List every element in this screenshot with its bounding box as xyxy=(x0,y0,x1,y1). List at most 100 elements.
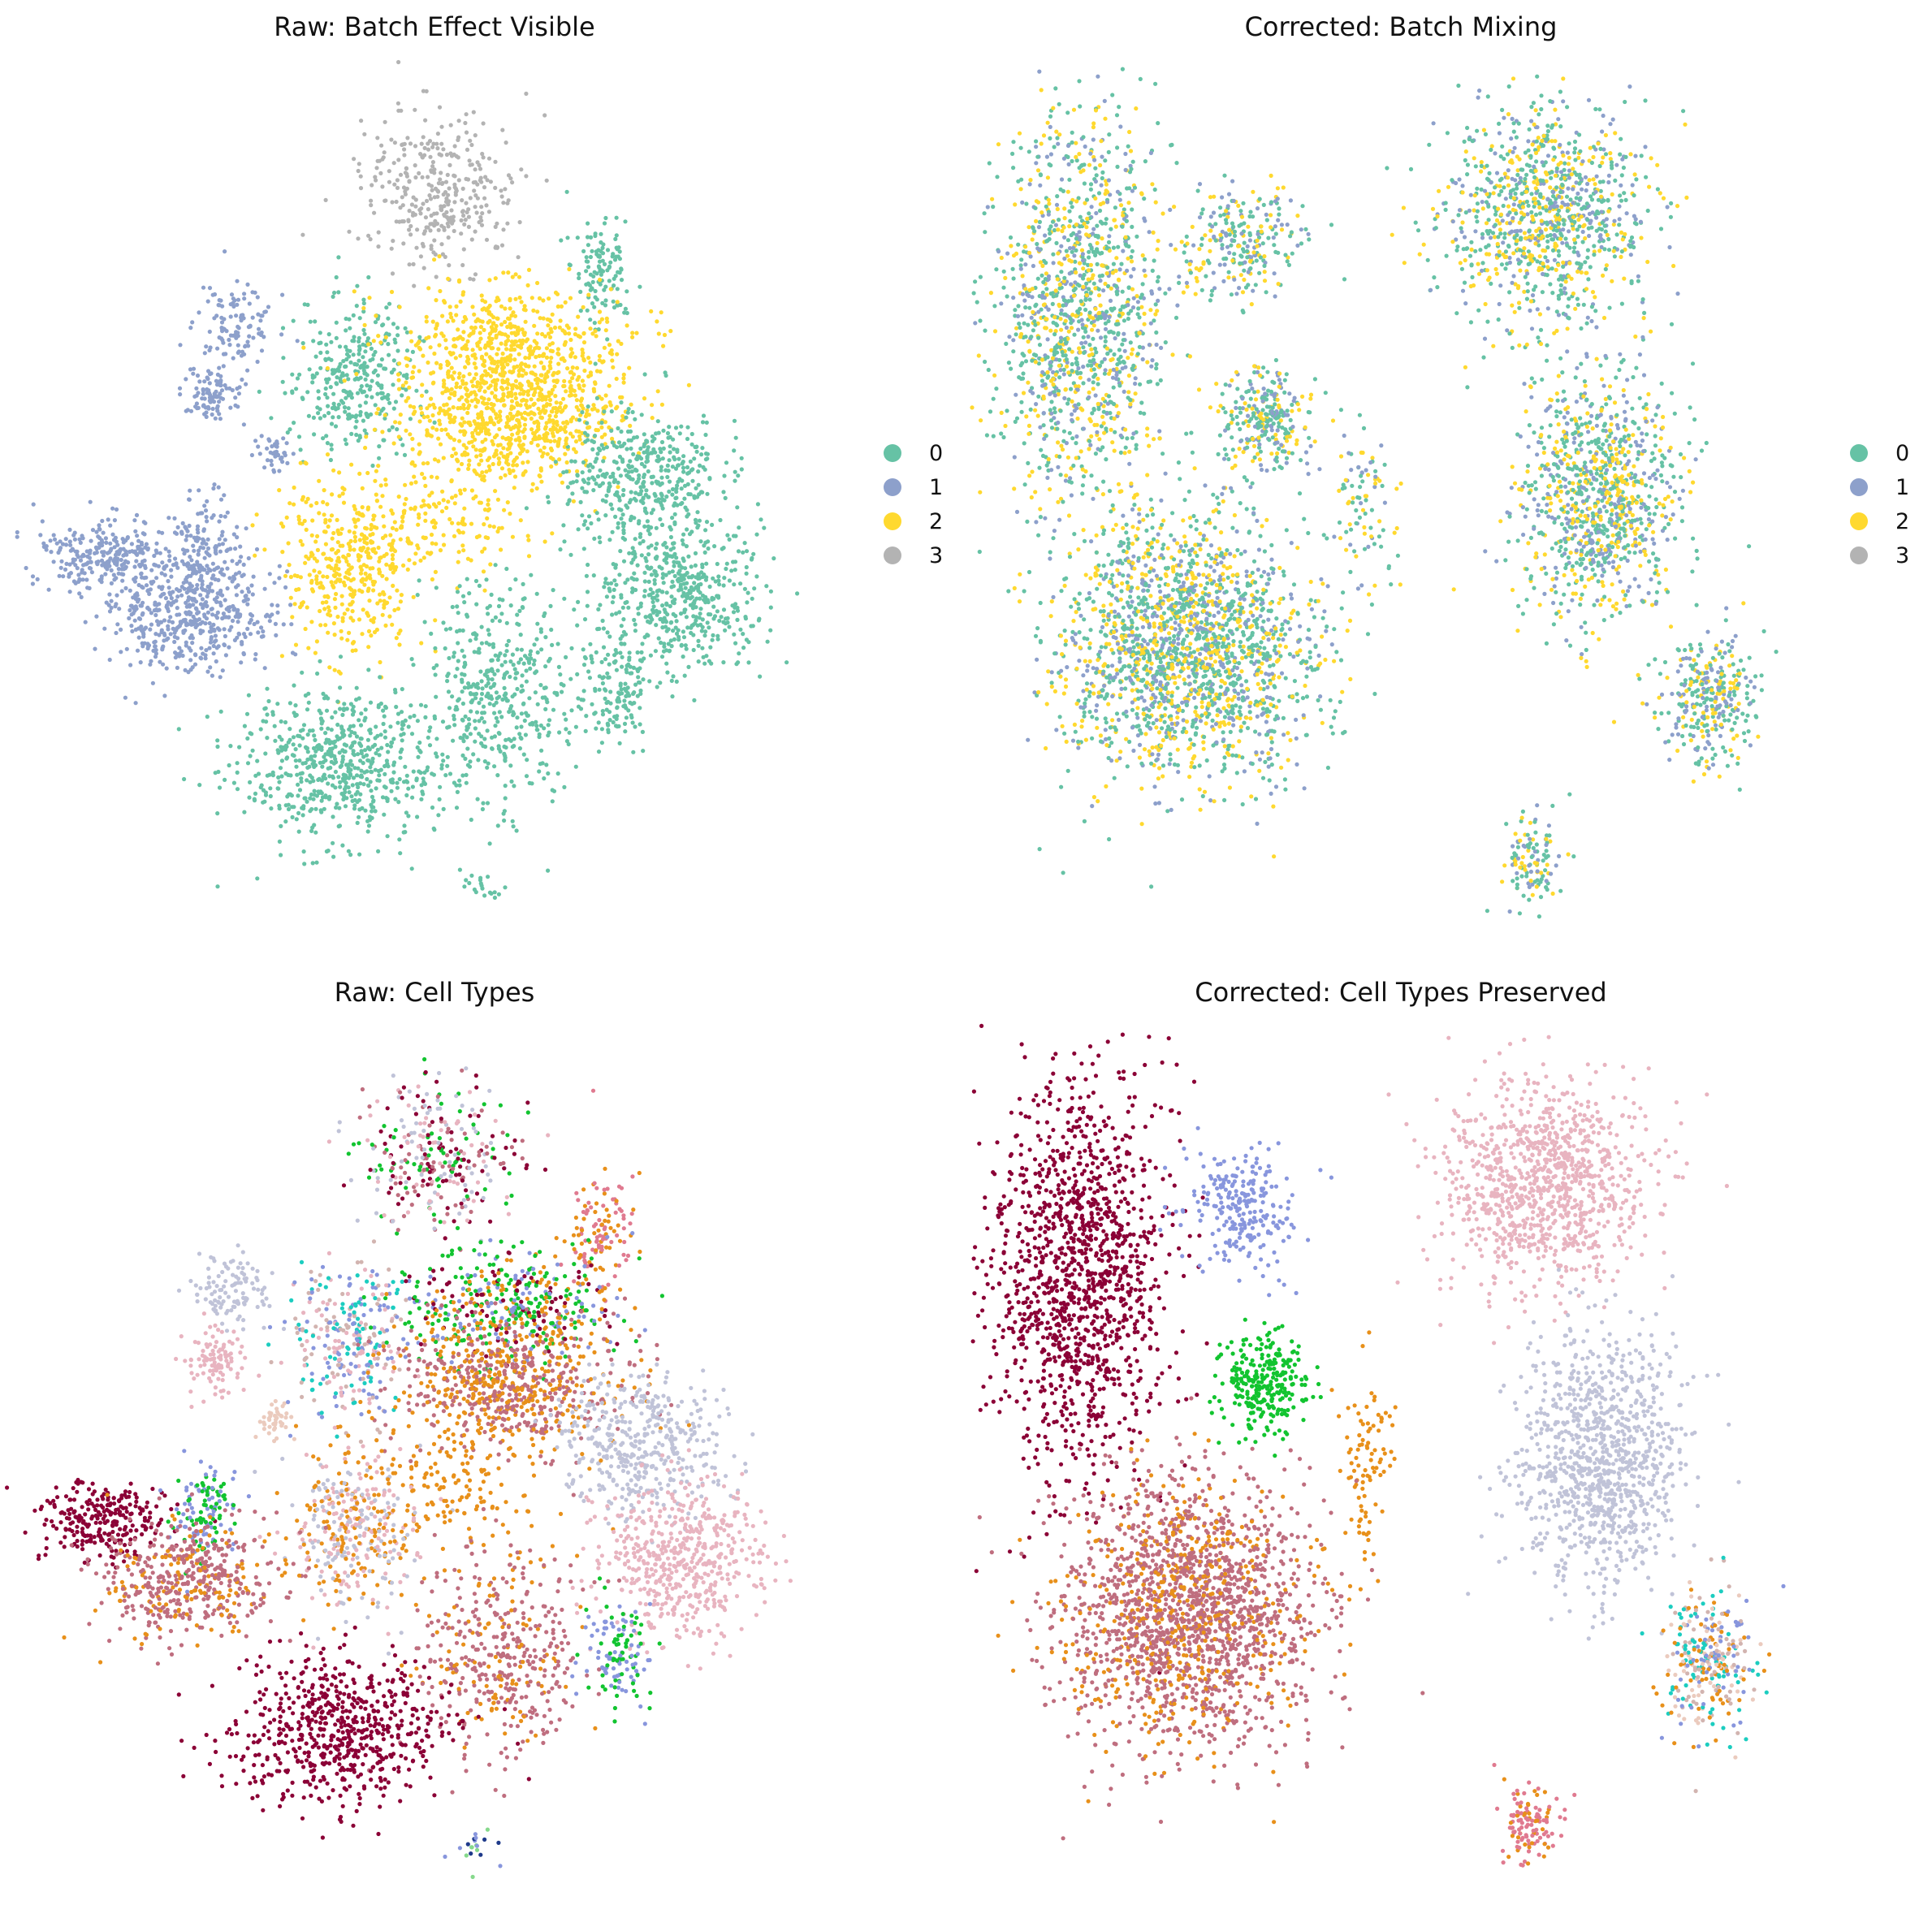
data-point xyxy=(338,379,344,384)
data-point xyxy=(772,556,776,561)
data-point xyxy=(398,172,404,177)
data-point xyxy=(398,413,403,417)
data-point xyxy=(679,587,684,592)
data-point xyxy=(406,356,411,361)
data-point xyxy=(371,339,376,343)
data-point xyxy=(486,507,492,512)
data-point xyxy=(491,525,496,529)
data-point xyxy=(586,526,590,531)
data-point xyxy=(434,663,439,667)
data-point xyxy=(568,296,573,300)
data-point xyxy=(219,326,224,330)
data-point xyxy=(693,551,698,556)
data-point xyxy=(259,348,265,353)
data-point xyxy=(694,596,699,601)
data-point xyxy=(437,418,442,423)
data-point xyxy=(198,655,203,660)
data-point xyxy=(413,107,417,112)
data-point xyxy=(491,346,495,351)
data-point xyxy=(617,257,623,261)
data-point xyxy=(604,445,610,450)
data-point xyxy=(324,434,329,438)
data-point xyxy=(128,607,132,613)
data-point xyxy=(223,514,227,519)
data-point xyxy=(573,764,578,769)
data-point xyxy=(605,248,611,253)
data-point xyxy=(460,337,465,342)
data-point xyxy=(129,624,134,629)
data-point xyxy=(352,592,357,597)
data-point xyxy=(462,732,467,737)
data-point xyxy=(580,348,585,352)
data-point xyxy=(80,536,85,541)
data-point xyxy=(473,437,478,443)
data-point xyxy=(200,582,205,587)
data-point xyxy=(538,378,544,383)
data-point xyxy=(417,419,422,424)
data-point xyxy=(429,474,434,479)
data-point xyxy=(227,337,231,343)
data-point xyxy=(486,428,491,433)
data-point xyxy=(698,596,702,601)
data-point xyxy=(607,538,612,542)
data-point xyxy=(460,648,465,653)
data-point xyxy=(360,486,365,491)
data-point xyxy=(58,547,63,552)
data-point xyxy=(482,759,487,764)
data-point xyxy=(382,366,387,371)
data-point xyxy=(535,376,540,381)
data-point xyxy=(690,573,695,578)
data-point xyxy=(169,596,174,601)
data-point xyxy=(343,364,348,369)
data-point xyxy=(744,564,749,570)
data-point xyxy=(681,469,686,474)
data-point xyxy=(529,370,534,375)
data-point xyxy=(598,282,603,287)
data-point xyxy=(621,487,626,493)
data-point xyxy=(542,426,548,431)
data-point xyxy=(460,628,465,633)
data-point xyxy=(616,480,620,485)
data-point xyxy=(652,577,657,583)
data-point xyxy=(623,581,628,585)
data-point xyxy=(363,400,368,405)
data-point xyxy=(732,632,737,637)
data-point xyxy=(184,538,188,542)
data-point xyxy=(186,611,191,616)
data-point xyxy=(426,225,430,230)
data-point xyxy=(685,625,690,630)
data-point xyxy=(706,599,711,605)
data-point xyxy=(305,605,309,610)
data-point xyxy=(489,401,494,407)
data-point xyxy=(603,284,608,289)
data-point xyxy=(344,344,348,349)
data-point xyxy=(573,450,578,455)
data-point xyxy=(121,540,126,545)
data-point xyxy=(515,331,521,336)
data-point xyxy=(651,604,656,609)
data-point xyxy=(632,496,637,501)
data-point xyxy=(691,604,696,609)
data-point xyxy=(334,335,339,340)
data-point xyxy=(200,541,205,546)
data-point xyxy=(202,351,207,356)
data-point xyxy=(568,352,573,357)
data-point xyxy=(620,395,625,400)
data-point xyxy=(672,501,677,506)
data-point xyxy=(375,601,380,606)
data-point xyxy=(130,629,135,634)
data-point xyxy=(331,391,336,396)
data-point xyxy=(642,396,647,401)
data-point xyxy=(513,296,518,301)
data-point xyxy=(685,508,689,512)
data-point xyxy=(635,563,640,568)
data-point xyxy=(629,469,634,474)
data-point xyxy=(188,667,193,672)
data-point xyxy=(508,392,513,397)
data-point xyxy=(619,593,624,598)
data-point xyxy=(730,603,735,608)
data-point xyxy=(395,372,401,377)
data-point xyxy=(466,224,472,229)
data-point xyxy=(508,763,513,768)
data-point xyxy=(260,313,265,318)
